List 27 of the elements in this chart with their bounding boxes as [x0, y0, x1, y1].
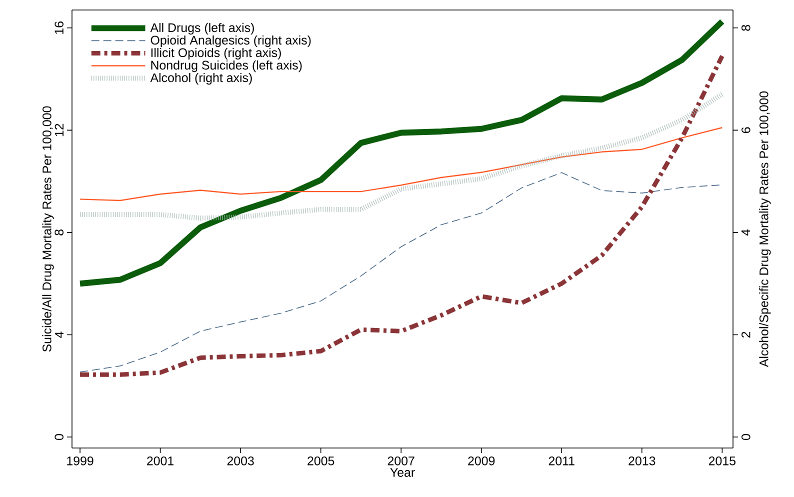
x-axis-title: Year [390, 468, 415, 477]
x-tick-label: 2013 [628, 456, 656, 466]
y2-tick-label: 4 [742, 229, 750, 236]
y2-tick-label: 0 [742, 434, 750, 440]
legend-label: Illicit Opioids (right axis) [151, 48, 281, 60]
y2-tick-label: 8 [742, 24, 750, 31]
legend-label: Alcohol (right axis) [150, 72, 252, 85]
y2-tick-label: 2 [742, 332, 750, 338]
legend-label: Nondrug Suicides (left axis) [151, 60, 302, 72]
y-tick-label: 12 [54, 124, 64, 136]
y2-axis-title: Alcohol/Specific Drug Mortality Rates Per 100,000 [759, 91, 771, 368]
y-axis-title: Suicide/All Drug Mortality Rates Per 100,000 [42, 106, 54, 352]
y-tick-label: 8 [54, 230, 64, 236]
y-tick-label: 0 [54, 434, 64, 440]
x-tick-label: 2011 [548, 456, 574, 466]
x-tick-label: 2001 [147, 456, 174, 466]
x-tick-label: 2005 [308, 456, 334, 466]
legend-label: Opioid Analgesics (right axis) [150, 35, 311, 48]
x-tick-label: 2015 [708, 456, 736, 466]
y-tick-label: 16 [54, 22, 64, 34]
y2-tick-label: 6 [742, 127, 750, 134]
x-tick-label: 2003 [227, 456, 254, 466]
x-tick-label: 1999 [67, 456, 94, 466]
x-tick-label: 2009 [468, 456, 495, 466]
legend-label: All Drugs (left axis) [150, 22, 254, 35]
y-tick-label: 4 [54, 332, 64, 338]
x-tick-label: 2007 [388, 456, 414, 466]
